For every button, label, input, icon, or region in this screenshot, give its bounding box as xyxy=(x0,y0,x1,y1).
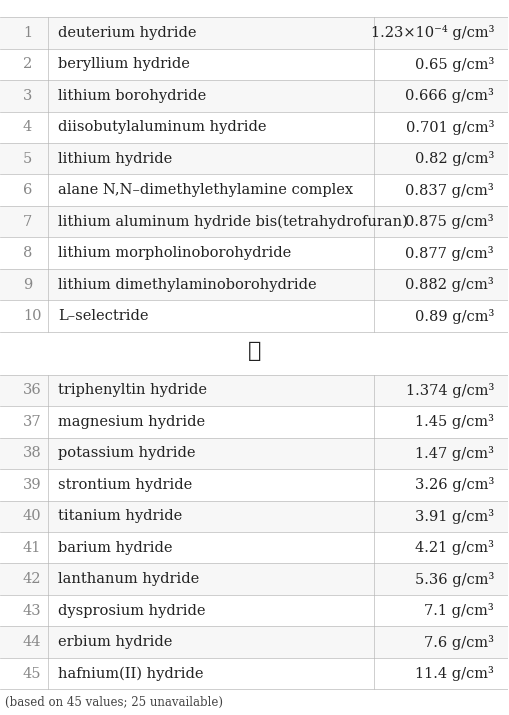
Bar xyxy=(0,563,508,595)
Text: 38: 38 xyxy=(23,446,42,460)
Text: 1.47 g/cm³: 1.47 g/cm³ xyxy=(415,446,494,460)
Text: lanthanum hydride: lanthanum hydride xyxy=(59,572,200,586)
Text: 7: 7 xyxy=(23,214,32,229)
Text: 1.45 g/cm³: 1.45 g/cm³ xyxy=(415,415,494,429)
Text: lithium dimethylaminoborohydride: lithium dimethylaminoborohydride xyxy=(59,277,317,292)
Bar xyxy=(0,174,508,206)
Bar xyxy=(0,80,508,112)
Text: 9: 9 xyxy=(23,277,32,292)
Text: 0.877 g/cm³: 0.877 g/cm³ xyxy=(405,246,494,260)
Text: 44: 44 xyxy=(23,635,41,649)
Text: 8: 8 xyxy=(23,246,32,260)
Bar xyxy=(0,332,508,371)
Bar xyxy=(0,438,508,469)
Text: lithium hydride: lithium hydride xyxy=(59,152,173,166)
Text: 0.837 g/cm³: 0.837 g/cm³ xyxy=(405,183,494,197)
Text: diisobutylaluminum hydride: diisobutylaluminum hydride xyxy=(59,120,267,134)
Text: 4: 4 xyxy=(23,120,32,134)
Bar xyxy=(0,269,508,300)
Text: 6: 6 xyxy=(23,183,32,197)
Text: 36: 36 xyxy=(23,383,42,398)
Bar xyxy=(0,206,508,237)
Text: lithium morpholinoborohydride: lithium morpholinoborohydride xyxy=(59,246,292,260)
Text: 0.65 g/cm³: 0.65 g/cm³ xyxy=(415,57,494,72)
Bar xyxy=(0,237,508,269)
Bar xyxy=(0,626,508,658)
Text: 0.82 g/cm³: 0.82 g/cm³ xyxy=(415,152,494,166)
Bar xyxy=(0,500,508,532)
Text: 41: 41 xyxy=(23,541,41,555)
Text: 7.1 g/cm³: 7.1 g/cm³ xyxy=(425,603,494,618)
Bar xyxy=(0,469,508,500)
Text: magnesium hydride: magnesium hydride xyxy=(59,415,206,429)
Text: 5: 5 xyxy=(23,152,32,166)
Text: 43: 43 xyxy=(23,603,42,618)
Text: triphenyltin hydride: triphenyltin hydride xyxy=(59,383,208,398)
Text: 10: 10 xyxy=(23,309,41,323)
Text: 3: 3 xyxy=(23,89,32,103)
Text: barium hydride: barium hydride xyxy=(59,541,173,555)
Text: 3.26 g/cm³: 3.26 g/cm³ xyxy=(415,478,494,492)
Text: 5.36 g/cm³: 5.36 g/cm³ xyxy=(415,572,494,586)
Bar xyxy=(0,595,508,626)
Text: dysprosium hydride: dysprosium hydride xyxy=(59,603,206,618)
Text: 1.23×10⁻⁴ g/cm³: 1.23×10⁻⁴ g/cm³ xyxy=(371,26,494,40)
Bar xyxy=(0,375,508,406)
Bar xyxy=(0,532,508,563)
Text: 0.666 g/cm³: 0.666 g/cm³ xyxy=(405,89,494,103)
Text: 3.91 g/cm³: 3.91 g/cm³ xyxy=(415,509,494,523)
Text: lithium aluminum hydride bis(tetrahydrofuran): lithium aluminum hydride bis(tetrahydrof… xyxy=(59,214,408,229)
Text: strontium hydride: strontium hydride xyxy=(59,478,193,492)
Text: beryllium hydride: beryllium hydride xyxy=(59,57,190,72)
Text: potassium hydride: potassium hydride xyxy=(59,446,196,460)
Text: 1: 1 xyxy=(23,26,32,40)
Text: 0.701 g/cm³: 0.701 g/cm³ xyxy=(406,120,494,134)
Text: 39: 39 xyxy=(23,478,42,492)
Text: deuterium hydride: deuterium hydride xyxy=(59,26,197,40)
Bar xyxy=(0,112,508,143)
Text: (based on 45 values; 25 unavailable): (based on 45 values; 25 unavailable) xyxy=(5,696,223,709)
Text: 40: 40 xyxy=(23,509,42,523)
Bar xyxy=(0,143,508,174)
Bar xyxy=(0,17,508,49)
Text: ⋮: ⋮ xyxy=(247,340,261,363)
Text: titanium hydride: titanium hydride xyxy=(59,509,183,523)
Text: lithium borohydride: lithium borohydride xyxy=(59,89,207,103)
Bar xyxy=(0,300,508,332)
Text: 42: 42 xyxy=(23,572,41,586)
Bar xyxy=(0,406,508,438)
Text: 4.21 g/cm³: 4.21 g/cm³ xyxy=(415,541,494,555)
Text: alane N,N–dimethylethylamine complex: alane N,N–dimethylethylamine complex xyxy=(59,183,354,197)
Text: 2: 2 xyxy=(23,57,32,72)
Text: L–selectride: L–selectride xyxy=(59,309,149,323)
Text: 37: 37 xyxy=(23,415,42,429)
Text: 7.6 g/cm³: 7.6 g/cm³ xyxy=(424,635,494,649)
Text: 0.882 g/cm³: 0.882 g/cm³ xyxy=(405,277,494,292)
Bar xyxy=(0,658,508,689)
Bar xyxy=(0,49,508,80)
Text: erbium hydride: erbium hydride xyxy=(59,635,173,649)
Text: 45: 45 xyxy=(23,666,41,681)
Text: 11.4 g/cm³: 11.4 g/cm³ xyxy=(415,666,494,681)
Text: 0.875 g/cm³: 0.875 g/cm³ xyxy=(405,214,494,229)
Text: 1.374 g/cm³: 1.374 g/cm³ xyxy=(406,383,494,398)
Text: 0.89 g/cm³: 0.89 g/cm³ xyxy=(415,309,494,323)
Text: hafnium(II) hydride: hafnium(II) hydride xyxy=(59,666,204,681)
